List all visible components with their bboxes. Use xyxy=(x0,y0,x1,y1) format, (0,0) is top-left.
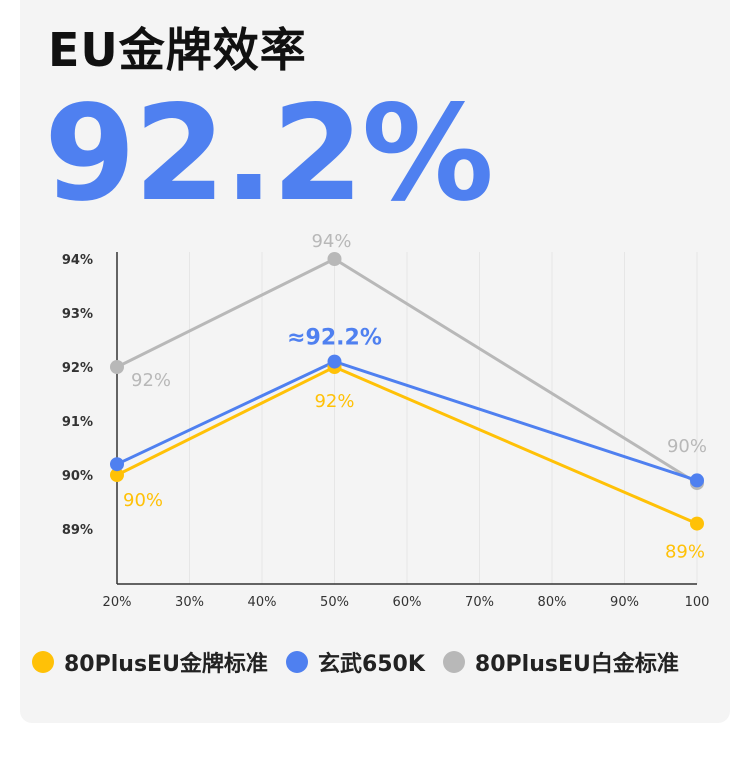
y-tick-label: 92% xyxy=(62,361,93,376)
data-point xyxy=(690,516,704,531)
data-point xyxy=(690,473,704,488)
data-label: 92% xyxy=(314,391,354,412)
data-label: 94% xyxy=(311,231,351,252)
y-tick-label: 91% xyxy=(62,415,93,430)
x-tick-label: 90% xyxy=(610,595,639,610)
y-tick-label: 93% xyxy=(62,307,93,322)
y-tick-label: 94% xyxy=(62,253,93,268)
data-point xyxy=(327,252,342,266)
chart-legend: 80PlusEU金牌标准 玄武650K 80PlusEU白金标准 xyxy=(32,646,697,678)
legend-dot-icon xyxy=(32,651,54,673)
legend-dot-icon xyxy=(285,651,308,673)
data-label: 90% xyxy=(123,490,163,511)
legend-label: 80PlusEU金牌标准 xyxy=(64,652,268,677)
x-tick-label: 20% xyxy=(103,595,132,610)
efficiency-line-chart: 94% 93% 92% 91% 90% 89% 20% 30% 40% 50% 60% 70% 80% 9… xyxy=(62,231,710,610)
x-tick-label: 100 xyxy=(685,595,710,610)
legend-label: 玄武650K xyxy=(317,652,425,677)
data-point xyxy=(327,354,342,369)
chart-card xyxy=(20,0,730,723)
x-tick-label: 50% xyxy=(320,595,349,610)
data-label: 92% xyxy=(131,370,171,391)
y-tick-label: 89% xyxy=(62,523,93,538)
data-label: ≈92.2% xyxy=(287,326,382,351)
x-tick-label: 70% xyxy=(465,595,494,610)
x-tick-label: 30% xyxy=(175,595,204,610)
y-tick-label: 90% xyxy=(62,469,93,484)
legend-item: 玄武650K xyxy=(285,646,425,678)
data-label: 89% xyxy=(665,542,705,563)
page-title: EU金牌效率 xyxy=(48,23,307,77)
data-point xyxy=(110,457,124,472)
legend-label: 80PlusEU白金标准 xyxy=(474,652,679,677)
data-point xyxy=(110,468,124,482)
legend-item: 80PlusEU金牌标准 xyxy=(32,646,268,678)
x-tick-label: 60% xyxy=(393,595,422,610)
data-label: 90% xyxy=(667,436,707,457)
data-point xyxy=(110,360,124,374)
legend-dot-icon xyxy=(442,651,465,673)
headline-efficiency-value: 92.2% xyxy=(44,77,494,231)
x-tick-label: 80% xyxy=(538,595,567,610)
x-tick-label: 40% xyxy=(248,595,277,610)
legend-item: 80PlusEU白金标准 xyxy=(442,646,679,678)
